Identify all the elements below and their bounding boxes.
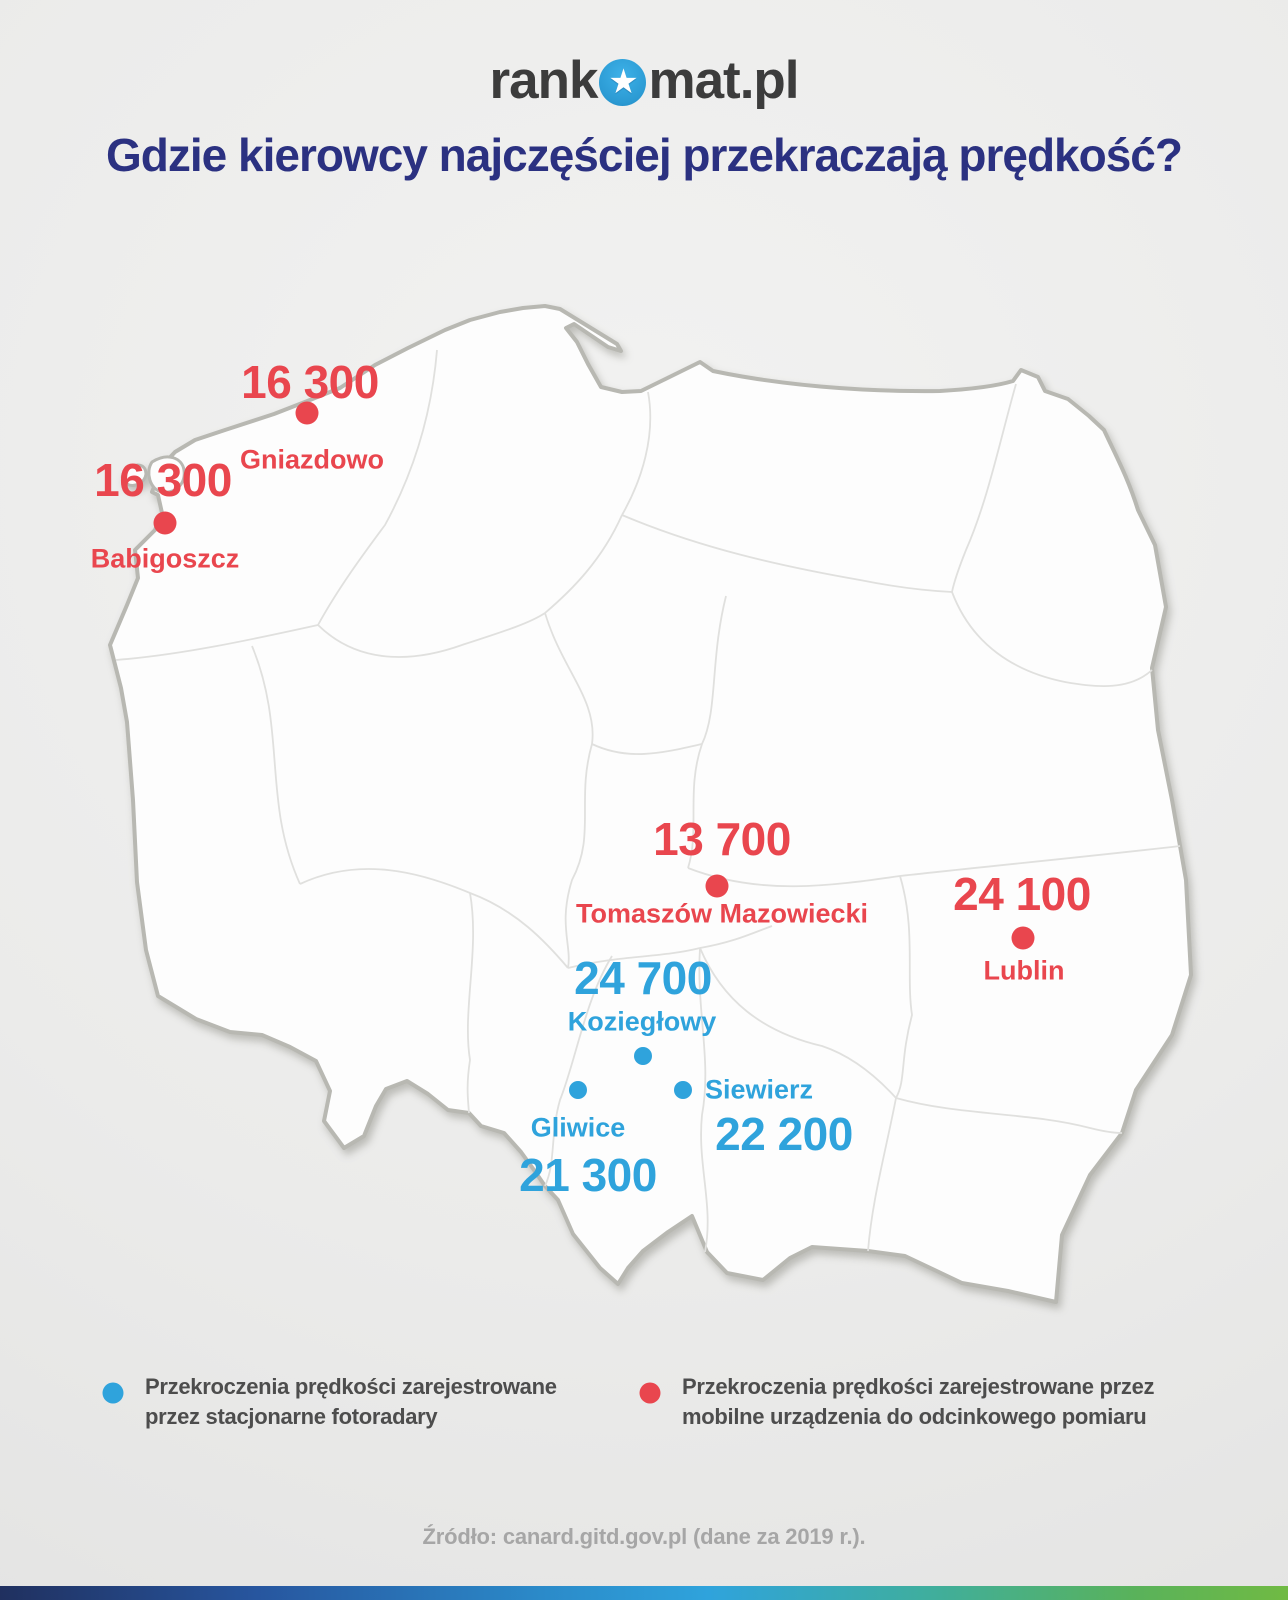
marker-dot-lublin [1011, 926, 1035, 950]
legend-mobile-line2: mobilne urządzenia do odcinkowego pomiar… [682, 1404, 1147, 1429]
marker-value-kozieglowy: 24 700 [574, 952, 712, 1004]
bottom-gradient-bar [0, 1586, 1288, 1600]
marker-dot-kozieglowy [634, 1047, 652, 1065]
marker-name-gliwice: Gliwice [530, 1112, 626, 1143]
legend-label-mobile: Przekroczenia prędkości zarejestrowane p… [682, 1372, 1155, 1432]
marker-name-kozieglowy: Koziegłowy [567, 1006, 717, 1037]
legend-stationary-line2: przez stacjonarne fotoradary [145, 1404, 438, 1429]
marker-name-lublin: Lublin [983, 955, 1065, 986]
page-title: Gdzie kierowcy najczęściej przekraczają … [105, 129, 1183, 181]
marker-value-siewierz: 22 200 [715, 1108, 853, 1160]
legend-dot-mobile [639, 1382, 661, 1404]
legend-label-stationary: Przekroczenia prędkości zarejestrowane p… [145, 1372, 557, 1432]
legend-mobile-line1: Przekroczenia prędkości zarejestrowane p… [682, 1374, 1155, 1399]
poland-outline-group [108, 304, 1193, 1304]
marker-name-babigoszcz: Babigoszcz [90, 543, 240, 574]
source-note: Źródło: canard.gitd.gov.pl (dane za 2019… [422, 1524, 866, 1549]
marker-dot-gniazdowo [295, 401, 319, 425]
poland-border [108, 304, 1193, 1304]
marker-value-gliwice: 21 300 [519, 1149, 657, 1201]
marker-name-tomaszow: Tomaszów Mazowiecki [575, 898, 869, 929]
marker-dot-siewierz [674, 1081, 692, 1099]
star-icon: ★ [608, 62, 639, 101]
marker-value-babigoszcz: 16 300 [94, 454, 232, 506]
island-uznam [120, 463, 148, 487]
logo-star-circle: ★ [599, 59, 647, 106]
marker-value-gniazdowo: 16 300 [241, 356, 379, 408]
marker-value-lublin: 24 100 [953, 868, 1091, 920]
marker-dot-gliwice [569, 1081, 587, 1099]
marker-dot-babigoszcz [153, 511, 177, 535]
island-wolin [147, 455, 186, 494]
logo-text-before: rank [489, 51, 598, 110]
marker-name-gniazdowo: Gniazdowo [240, 444, 384, 475]
marker-dot-tomaszow [705, 874, 729, 898]
marker-value-tomaszow: 13 700 [653, 813, 791, 865]
voivodeship-borders [115, 349, 1181, 1253]
marker-name-siewierz: Siewierz [704, 1074, 814, 1105]
legend-stationary-line1: Przekroczenia prędkości zarejestrowane [145, 1374, 557, 1399]
logo-text-after: mat.pl [648, 51, 799, 110]
legend-dot-stationary [102, 1382, 124, 1404]
rankomat-logo: rank ★ mat.pl [0, 50, 1288, 111]
